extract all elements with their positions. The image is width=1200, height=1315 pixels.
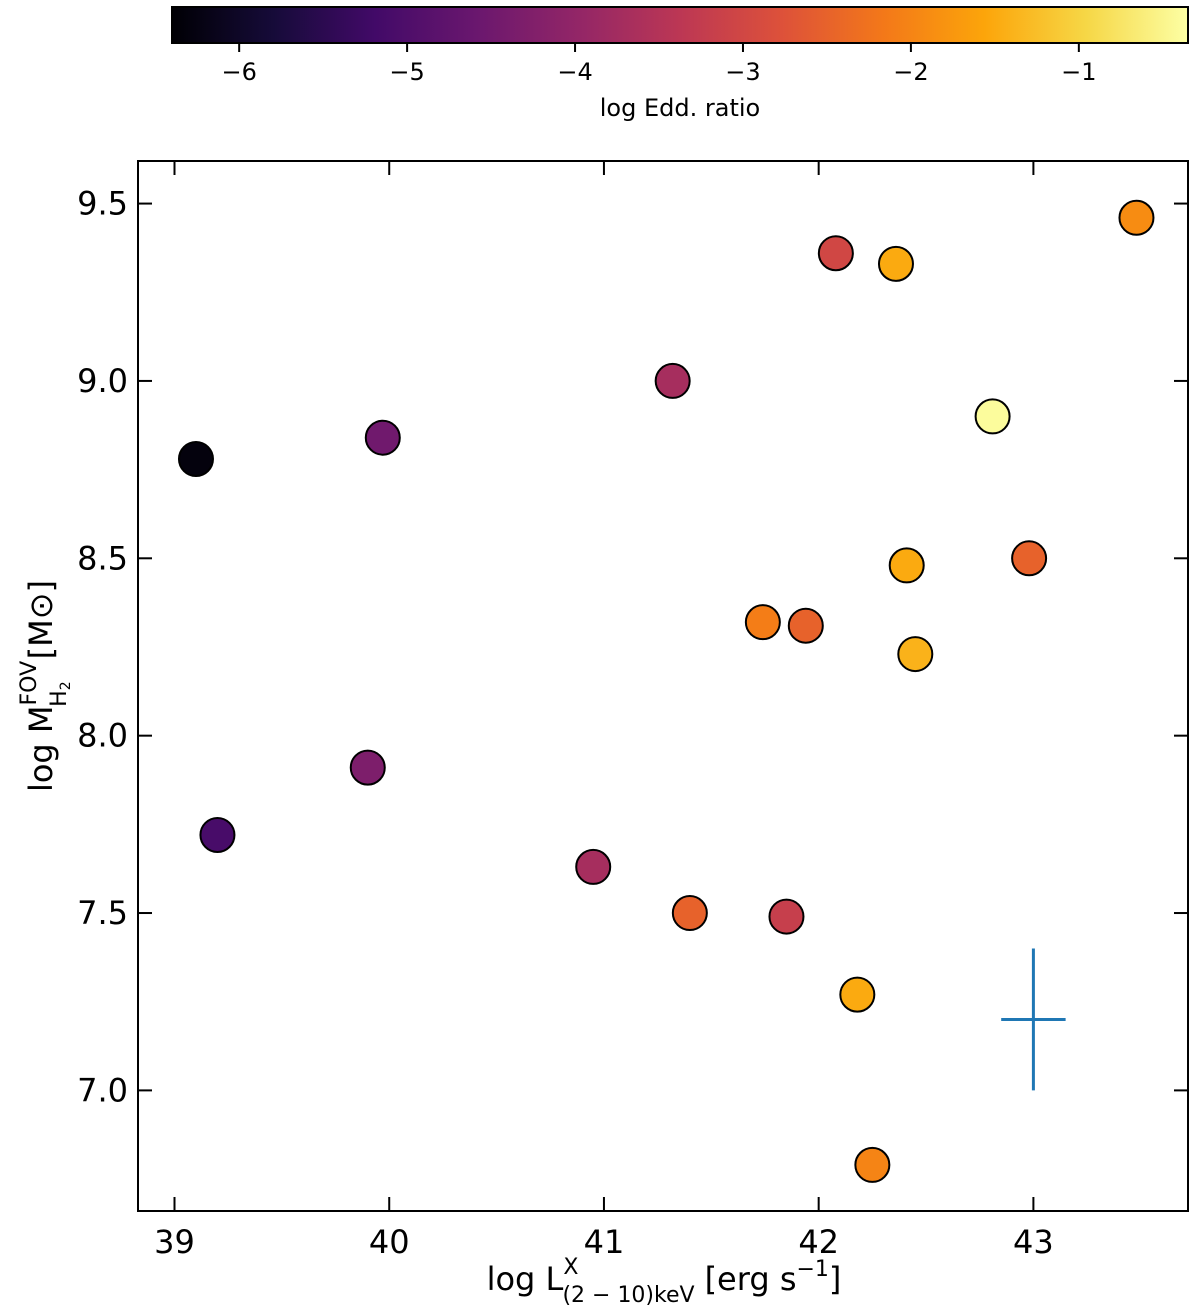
colorbar-tick-label: −6 — [221, 58, 256, 86]
y-tick-label: 7.5 — [77, 894, 128, 932]
x-tick-label: 42 — [798, 1223, 839, 1261]
colorbar: −6 −5 −4 −3 −2 −1 log Edd. ratio — [171, 6, 1189, 122]
x-tick-label: 39 — [154, 1223, 195, 1261]
scatter-point — [575, 848, 612, 885]
plot-frame — [137, 160, 1189, 1212]
scatter-point — [744, 604, 781, 641]
x-tick-label: 41 — [584, 1223, 625, 1261]
scatter-point — [888, 547, 925, 584]
colorbar-tick-label: −5 — [389, 58, 424, 86]
colorbar-label: log Edd. ratio — [600, 94, 760, 122]
scatter-point — [839, 976, 876, 1013]
scatter-point — [974, 398, 1011, 435]
y-tick-label: 8.5 — [77, 539, 128, 577]
scatter-point — [877, 245, 914, 282]
scatter-point — [364, 419, 401, 456]
y-tick-label: 7.0 — [77, 1071, 128, 1109]
scatter-point — [349, 749, 386, 786]
scatter-point — [854, 1146, 891, 1183]
scatter-point — [199, 816, 236, 853]
y-tick-label: 8.0 — [77, 717, 128, 755]
data-points — [177, 199, 1155, 1183]
plot-area: 39 40 41 42 43 7.0 7.5 8.0 8.5 9.0 9.5 — [77, 160, 1189, 1261]
scatter-point — [817, 235, 854, 272]
colorbar-ticks: −6 −5 −4 −3 −2 −1 — [221, 43, 1097, 86]
y-axis-label: log MFOV H2[M⊙] — [17, 580, 74, 792]
colorbar-tick-label: −3 — [725, 58, 760, 86]
x-tick-labels: 39 40 41 42 43 — [154, 1223, 1054, 1261]
colorbar-tick-label: −4 — [557, 58, 592, 86]
scatter-point — [654, 362, 691, 399]
scatter-point — [787, 607, 824, 644]
x-tick-label: 43 — [1013, 1223, 1054, 1261]
y-tick-label: 9.0 — [77, 362, 128, 400]
scatter-point — [1118, 199, 1155, 236]
colorbar-gradient — [171, 6, 1189, 44]
axis-ticks — [138, 161, 1188, 1211]
x-tick-label: 40 — [369, 1223, 410, 1261]
scatter-point — [1011, 540, 1048, 577]
colorbar-tick-label: −1 — [1061, 58, 1096, 86]
y-tick-labels: 7.0 7.5 8.0 8.5 9.0 9.5 — [77, 185, 128, 1110]
error-bar — [1001, 948, 1066, 1091]
x-axis-label: log LX (2 − 10)keV [erg s−1] — [487, 1255, 842, 1308]
y-tick-label: 9.5 — [77, 185, 128, 223]
colorbar-tick-label: −2 — [893, 58, 928, 86]
scatter-point — [768, 898, 805, 935]
scatter-point — [671, 895, 708, 932]
scatter-point — [897, 636, 934, 673]
scatter-point — [177, 440, 214, 477]
